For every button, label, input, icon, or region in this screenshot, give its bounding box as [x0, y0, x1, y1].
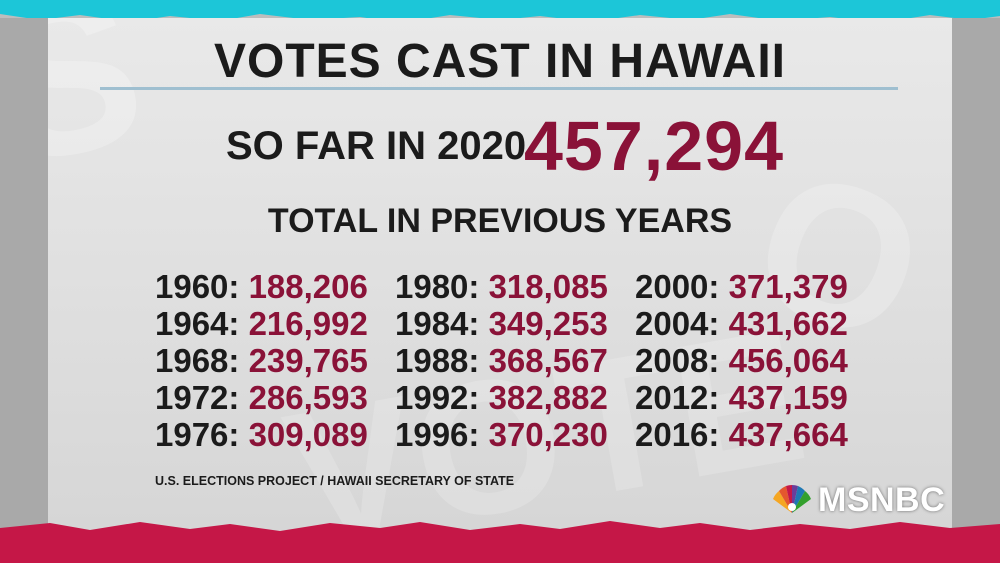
votes-value: 437,664 [728, 416, 848, 453]
votes-value: 371,379 [728, 268, 848, 305]
result-row: 1964: 216,992 [155, 305, 368, 342]
votes-value: 349,253 [488, 305, 608, 342]
top-color-band [0, 0, 1000, 18]
votes-value: 188,206 [248, 268, 368, 305]
votes-value: 368,567 [488, 342, 608, 379]
source-credit: U.S. ELECTIONS PROJECT / HAWAII SECRETAR… [155, 474, 515, 488]
result-row: 1960: 188,206 [155, 268, 368, 305]
result-row: 1976: 309,089 [155, 416, 368, 453]
year-label: 1968: [155, 342, 240, 379]
peacock-icon [773, 485, 811, 513]
year-label: 2008: [635, 342, 720, 379]
left-side-strip [0, 18, 48, 532]
results-column-2: 1980: 318,085 1984: 349,253 1988: 368,56… [395, 268, 608, 453]
votes-value: 456,064 [728, 342, 848, 379]
votes-value: 318,085 [488, 268, 608, 305]
graphic-panel: S O VOTE VOTES CAST IN HAWAII SO FAR IN … [48, 18, 952, 532]
year-label: 1976: [155, 416, 240, 453]
result-row: 1984: 349,253 [395, 305, 608, 342]
result-row: 2000: 371,379 [635, 268, 848, 305]
year-label: 2004: [635, 305, 720, 342]
page-title: VOTES CAST IN HAWAII [213, 35, 787, 88]
network-logo: MSNBC [770, 480, 945, 520]
year-label: 1964: [155, 305, 240, 342]
votes-value: 309,089 [248, 416, 368, 453]
so-far-label: SO FAR IN 2020 [226, 124, 527, 168]
year-label: 2000: [635, 268, 720, 305]
title-divider [100, 87, 898, 90]
bottom-color-band [0, 532, 1000, 563]
result-row: 2004: 431,662 [635, 305, 848, 342]
result-row: 2016: 437,664 [635, 416, 848, 453]
year-label: 1988: [395, 342, 480, 379]
year-label: 1992: [395, 379, 480, 416]
votes-value: 382,882 [488, 379, 608, 416]
result-row: 1992: 382,882 [395, 379, 608, 416]
year-label: 1996: [395, 416, 480, 453]
logo-text: MSNBC [818, 480, 946, 519]
votes-value: 370,230 [488, 416, 608, 453]
result-row: 2008: 456,064 [635, 342, 848, 379]
previous-years-heading: TOTAL IN PREVIOUS YEARS [267, 202, 733, 240]
votes-value: 437,159 [728, 379, 848, 416]
votes-value: 431,662 [728, 305, 848, 342]
so-far-value: 457,294 [524, 107, 785, 185]
year-label: 1972: [155, 379, 240, 416]
year-label: 1984: [395, 305, 480, 342]
year-label: 2016: [635, 416, 720, 453]
year-label: 1960: [155, 268, 240, 305]
result-row: 2012: 437,159 [635, 379, 848, 416]
result-row: 1980: 318,085 [395, 268, 608, 305]
votes-value: 286,593 [248, 379, 368, 416]
right-side-strip [952, 18, 1000, 532]
result-row: 1972: 286,593 [155, 379, 368, 416]
votes-value: 216,992 [248, 305, 368, 342]
results-column-3: 2000: 371,379 2004: 431,662 2008: 456,06… [635, 268, 848, 453]
year-label: 1980: [395, 268, 480, 305]
year-label: 2012: [635, 379, 720, 416]
result-row: 1968: 239,765 [155, 342, 368, 379]
results-column-1: 1960: 188,206 1964: 216,992 1968: 239,76… [155, 268, 368, 453]
result-row: 1988: 368,567 [395, 342, 608, 379]
votes-value: 239,765 [248, 342, 368, 379]
result-row: 1996: 370,230 [395, 416, 608, 453]
